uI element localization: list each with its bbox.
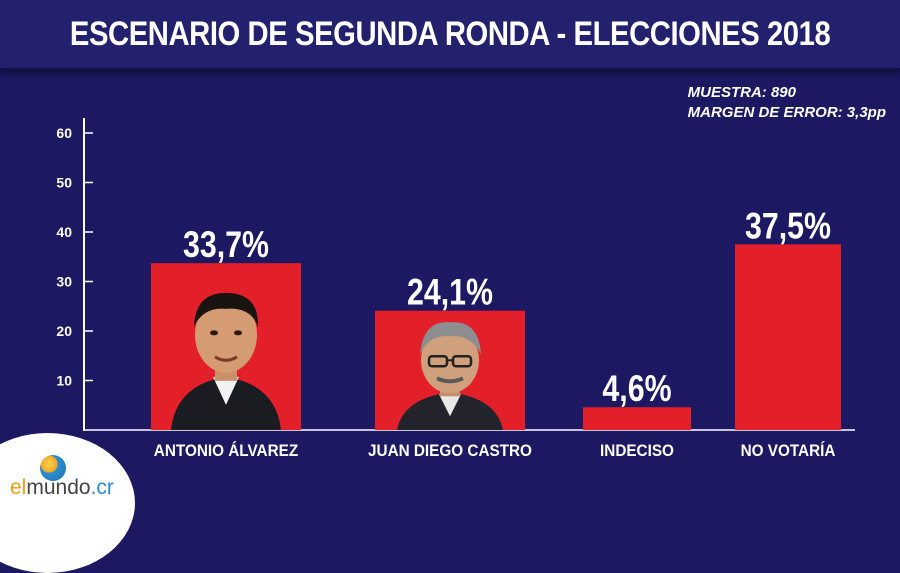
- survey-meta: MUESTRA: 890 MARGEN DE ERROR: 3,3pp: [688, 83, 886, 123]
- bar-value-label: 33,7%: [183, 224, 269, 266]
- bar-value-label: 4,6%: [602, 368, 671, 410]
- bar: [583, 407, 691, 430]
- candidate-photo-alvarez: [151, 263, 301, 430]
- y-tick-label: 50: [56, 175, 72, 191]
- y-tick-label: 60: [56, 125, 72, 141]
- y-tick-label: 30: [56, 274, 72, 290]
- title-bar: ESCENARIO DE SEGUNDA RONDA - ELECCIONES …: [0, 0, 900, 70]
- page-title: ESCENARIO DE SEGUNDA RONDA - ELECCIONES …: [69, 14, 831, 53]
- category-label: ANTONIO ÁLVAREZ: [154, 440, 298, 460]
- y-tick-label: 10: [56, 373, 72, 389]
- brand-logo-text: elmundo.cr: [10, 476, 114, 499]
- category-label: JUAN DIEGO CASTRO: [368, 441, 532, 460]
- y-tick-label: 20: [56, 323, 72, 339]
- y-tick-label: 40: [56, 224, 72, 240]
- bar-value-label: 37,5%: [745, 206, 831, 248]
- margin-of-error: MARGEN DE ERROR: 3,3pp: [687, 104, 886, 121]
- sample-size: MUESTRA: 890: [687, 84, 796, 101]
- bar-value-label: 24,1%: [407, 272, 493, 314]
- bar: [735, 244, 841, 430]
- category-label: INDECISO: [600, 441, 674, 460]
- candidate-photo-castro: [375, 311, 525, 430]
- category-label: NO VOTARÍA: [741, 440, 836, 460]
- globe-icon: [40, 455, 66, 481]
